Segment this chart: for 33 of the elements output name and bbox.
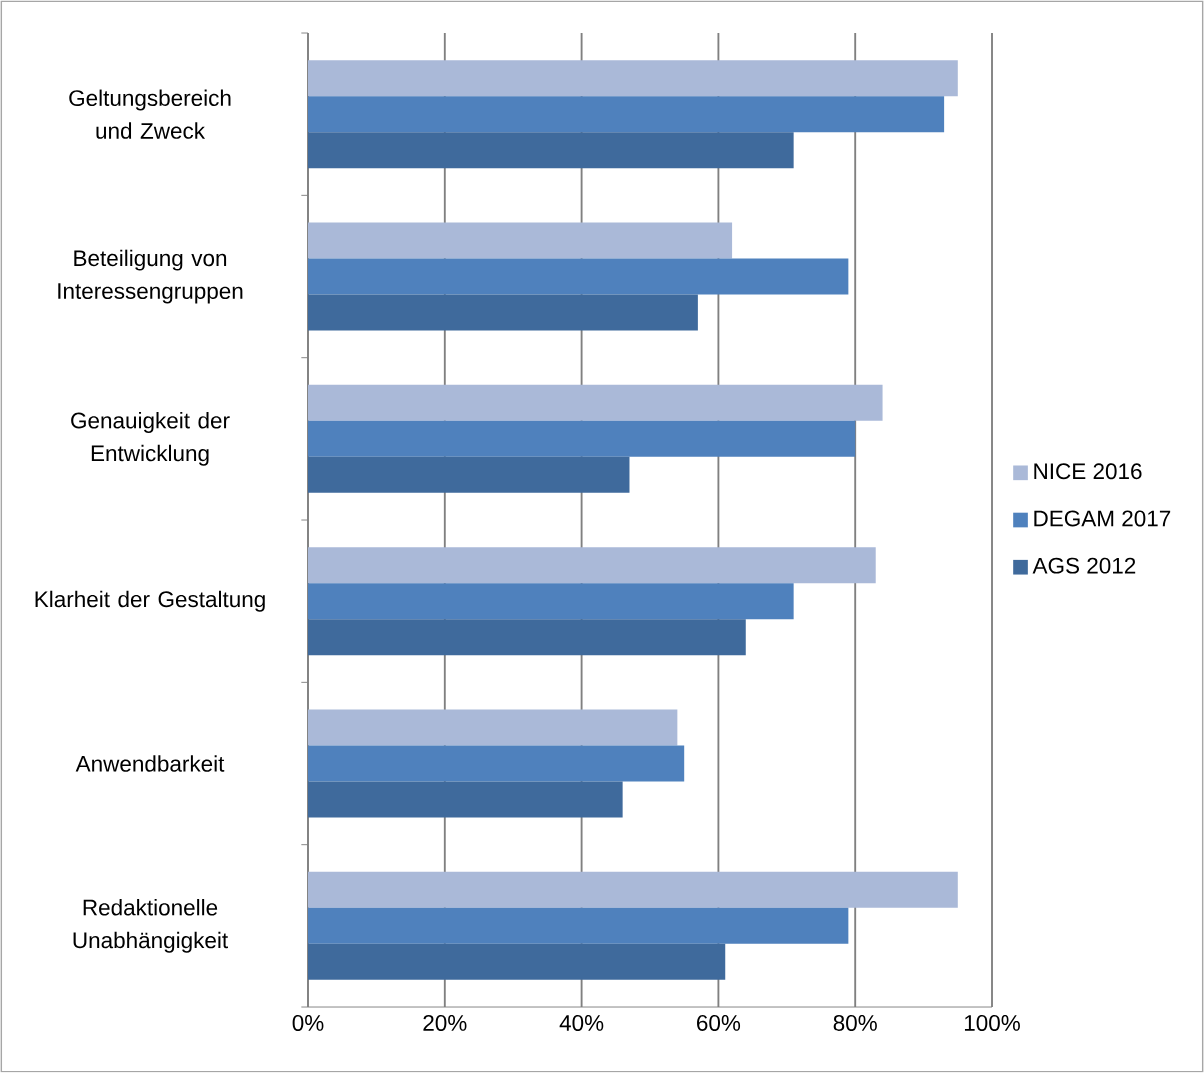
bar: [308, 456, 630, 493]
bar: [308, 907, 849, 944]
y-tick-label: Geltungsbereich und Zweck: [69, 89, 231, 139]
legend-label: NICE 2016: [1034, 463, 1142, 480]
bar: [308, 619, 746, 656]
y-tick-label: Redaktionelle Unabhängigkeit: [73, 898, 228, 953]
bar: [308, 384, 883, 421]
bar: [308, 420, 856, 457]
y-tick-label: Anwendbarkeit: [75, 755, 225, 772]
bar: [308, 294, 698, 331]
bar: [308, 709, 678, 746]
bar: [308, 745, 685, 782]
legend-label: AGS 2012: [1032, 557, 1136, 574]
y-tick-label: Beteiligung von Interessengruppen: [58, 249, 243, 304]
bar: [308, 96, 945, 133]
bar: [308, 871, 958, 908]
x-tick-label: 40%: [559, 1014, 604, 1031]
bar: [308, 781, 623, 818]
bar: [308, 258, 849, 295]
bar: [308, 132, 794, 169]
legend-label: DEGAM 2017: [1034, 510, 1171, 527]
bar: [308, 60, 958, 97]
x-tick-label: 60%: [697, 1014, 741, 1031]
y-tick-label: Klarheit der Gestaltung: [35, 590, 265, 612]
x-tick-label: 20%: [423, 1014, 467, 1031]
x-tick-label: 0%: [292, 1014, 324, 1031]
bar: [308, 547, 876, 584]
bar: [308, 943, 726, 980]
x-tick-label: 80%: [833, 1014, 877, 1031]
bar: [308, 583, 794, 620]
y-tick-label: Genauigkeit der Entwicklung: [71, 411, 230, 466]
bar: [308, 222, 733, 259]
x-tick-label: 100%: [964, 1014, 1020, 1031]
